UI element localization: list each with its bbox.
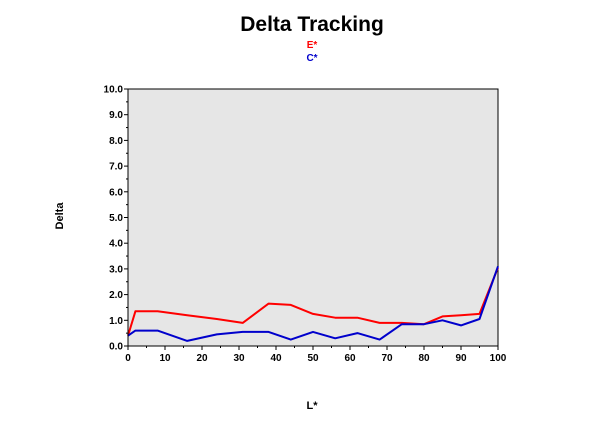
y-tick-label: 8.0 xyxy=(109,136,123,147)
legend: E* C* xyxy=(306,40,317,64)
y-tick-label: 5.0 xyxy=(109,213,123,224)
chart-title: Delta Tracking xyxy=(240,13,384,36)
x-tick-label: 60 xyxy=(344,353,356,364)
x-tick-label: 20 xyxy=(196,353,208,364)
y-tick-label: 10.0 xyxy=(104,85,124,96)
series-line xyxy=(127,267,499,336)
x-tick-label: 40 xyxy=(270,353,282,364)
x-tick-label: 10 xyxy=(159,353,171,364)
series-line xyxy=(127,265,499,342)
y-tick-label: 9.0 xyxy=(109,110,123,121)
x-tick-label: 50 xyxy=(307,353,319,364)
axes: 0.0 1.0 2.0 3.0 4.0 5.0 6.0 7.0 8.0 9.0 10.0 0 10 20 3… xyxy=(104,85,507,365)
y-tick-label: 7.0 xyxy=(109,162,123,173)
series-layer xyxy=(127,265,499,342)
y-tick-label: 2.0 xyxy=(109,290,123,301)
legend-entry: C* xyxy=(306,53,317,64)
y-tick-label: 6.0 xyxy=(109,187,123,198)
x-tick-label: 90 xyxy=(455,353,467,364)
y-tick-label: 3.0 xyxy=(109,264,123,275)
x-tick-label: 30 xyxy=(233,353,245,364)
y-axis-title: Delta xyxy=(54,202,66,230)
y-tick-label: 4.0 xyxy=(109,239,123,250)
x-tick-label: 80 xyxy=(418,353,430,364)
x-tick-label: 100 xyxy=(490,353,507,364)
x-tick-label: 0 xyxy=(125,353,131,364)
legend-entry: E* xyxy=(307,40,318,51)
x-tick-label: 70 xyxy=(381,353,393,364)
y-tick-label: 1.0 xyxy=(109,316,123,327)
plot-area xyxy=(127,88,499,347)
y-tick-label: 0.0 xyxy=(109,342,123,353)
x-axis-title: L* xyxy=(307,400,319,412)
